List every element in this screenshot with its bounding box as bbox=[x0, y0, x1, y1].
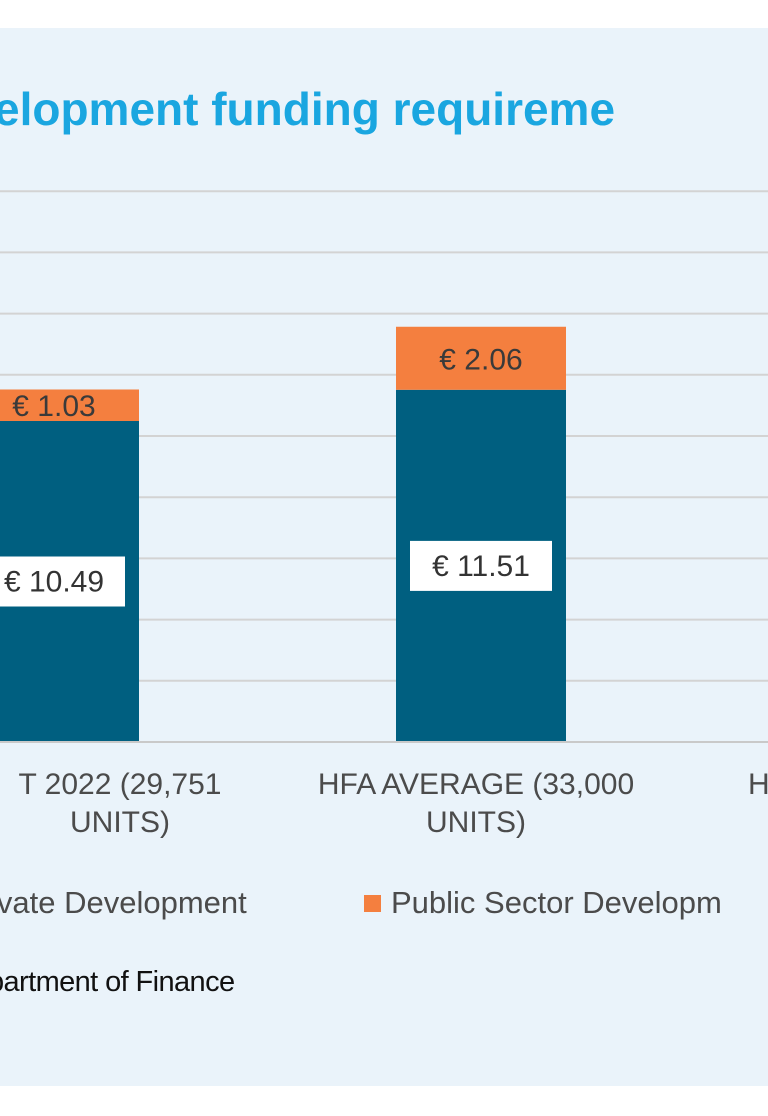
bars bbox=[0, 326, 566, 742]
legend-label-public: Public Sector Developm bbox=[391, 885, 722, 920]
chart-title: elopment funding requireme bbox=[0, 83, 616, 135]
legend-item-private: ivate Development bbox=[0, 885, 247, 921]
category-label: H bbox=[748, 766, 768, 804]
category-label: T 2022 (29,751 UNITS) bbox=[0, 766, 280, 842]
category-label-line-1: H bbox=[748, 768, 768, 801]
source-note: partment of Finance bbox=[0, 966, 235, 998]
bar-segment bbox=[0, 389, 139, 422]
data-label: € 11.51 bbox=[432, 550, 530, 583]
category-label-line-2: UNITS) bbox=[426, 806, 526, 839]
category-label-line-1: HFA AVERAGE (33,000 bbox=[317, 768, 635, 801]
legend-label-private: ivate Development bbox=[0, 885, 247, 920]
data-label: € 1.03 bbox=[12, 390, 95, 423]
data-label: € 2.06 bbox=[439, 343, 522, 376]
data-label-box bbox=[0, 556, 125, 607]
data-labels: € 10.49 € 1.03 € 11.51 € 2.06 bbox=[0, 343, 552, 607]
legend-swatch-public bbox=[364, 894, 381, 912]
legend-item-public: Public Sector Developm bbox=[364, 885, 722, 921]
category-label-line-1: T 2022 (29,751 bbox=[18, 768, 222, 801]
data-label: € 10.49 bbox=[4, 566, 104, 599]
category-label: HFA AVERAGE (33,000 UNITS) bbox=[316, 766, 636, 842]
bar-segment bbox=[396, 326, 566, 390]
data-label-box bbox=[410, 540, 552, 591]
category-label-line-2: UNITS) bbox=[70, 806, 170, 839]
